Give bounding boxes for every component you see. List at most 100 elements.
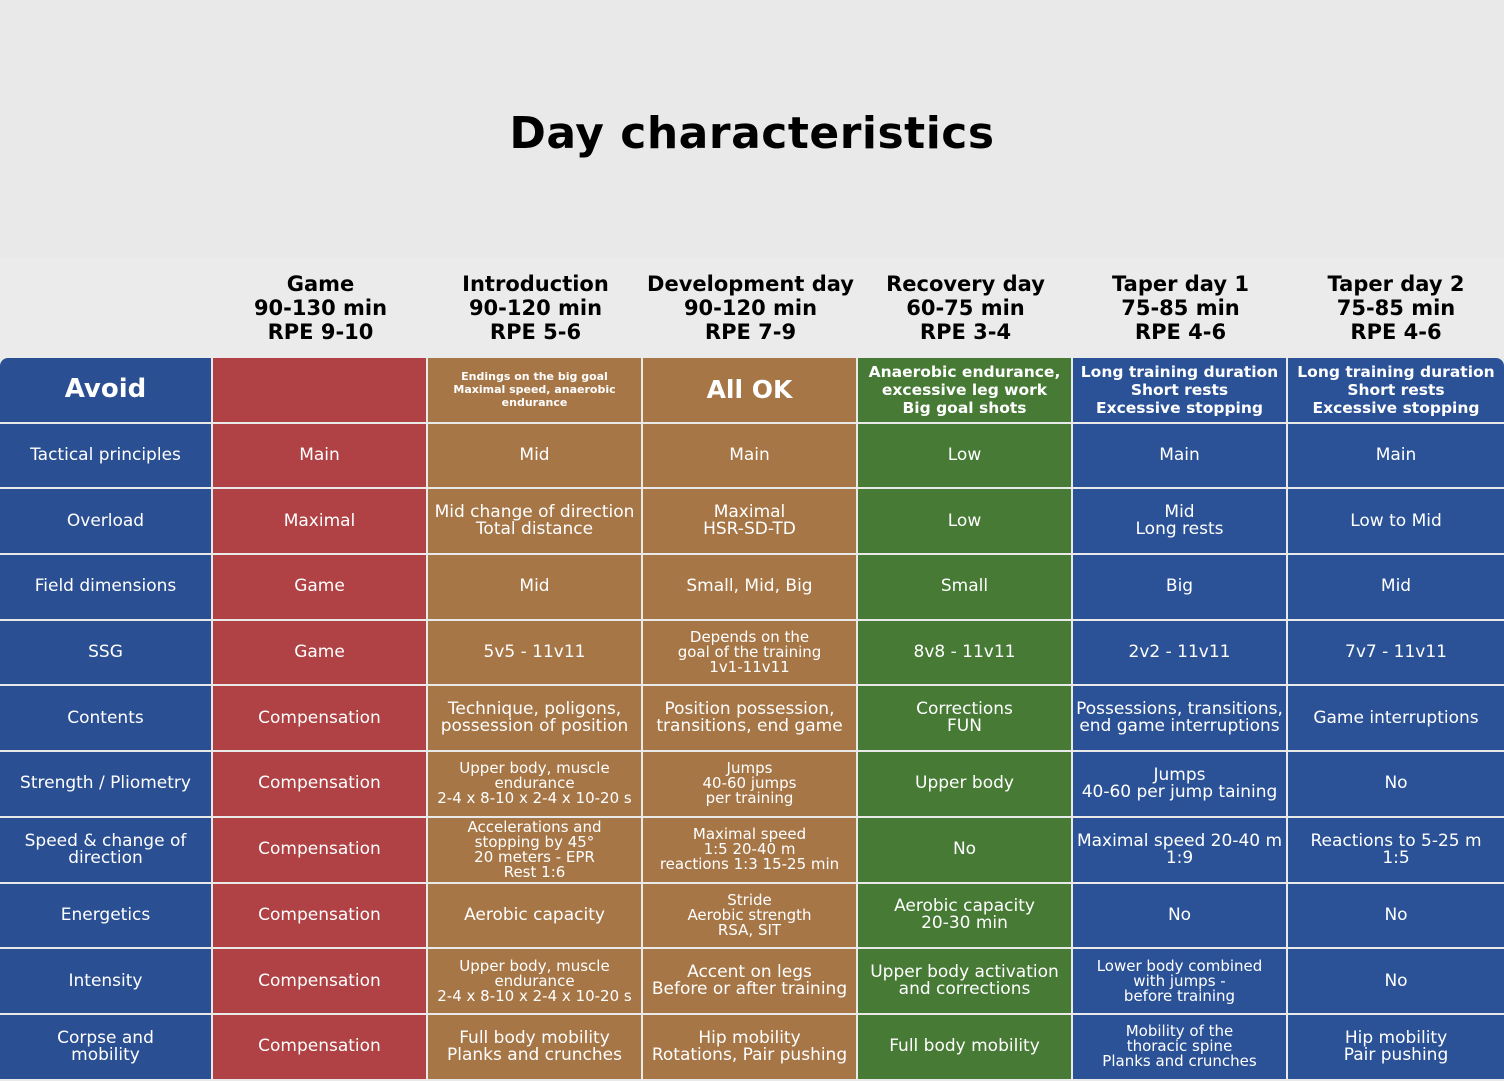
cell-text-line: Mid bbox=[519, 576, 550, 597]
cell-text-line: Aerobic capacity bbox=[894, 896, 1035, 917]
cell-text-line: possession of position bbox=[440, 716, 629, 737]
table-cell-rec: No bbox=[858, 817, 1073, 884]
cell-text-line: direction bbox=[68, 847, 143, 868]
cell-text-line: Planks and crunches bbox=[447, 1044, 622, 1065]
cell-text-line: Jumps bbox=[1153, 764, 1206, 785]
cell-text-line: Stride bbox=[727, 890, 772, 909]
cell-text-line: Energetics bbox=[60, 904, 151, 925]
table-cell-t1: Lower body combined with jumps - before tr… bbox=[1073, 949, 1288, 1015]
row-label-avoid: Avoid bbox=[0, 358, 213, 424]
cell-text-line: 2v2 - 11v11 bbox=[1128, 642, 1231, 663]
cell-text-line: Maximal bbox=[713, 502, 786, 523]
cell-text-line: Anaerobic endurance, bbox=[868, 362, 1061, 381]
table-cell-rec: Upper body bbox=[858, 752, 1073, 818]
cell-text-line: Overload bbox=[66, 510, 145, 531]
table-cell-t2: No bbox=[1288, 883, 1504, 950]
column-header-rpe: RPE 9-10 bbox=[267, 320, 374, 344]
cell-text-line: Rest 1:6 bbox=[503, 862, 566, 881]
cell-text-line: Corrections bbox=[916, 699, 1013, 720]
cell-text-line: 40-60 jumps bbox=[702, 774, 797, 793]
table-cell-game: Compensation bbox=[213, 1014, 428, 1081]
column-header: Recovery day 60-75 min RPE 3-4 bbox=[858, 272, 1073, 352]
row-label: Tactical principles bbox=[0, 423, 213, 490]
cell-text-line: Excessive stopping bbox=[1312, 398, 1480, 417]
table-cell-rec: 8v8 - 11v11 bbox=[858, 620, 1073, 687]
cell-text-line: Mid bbox=[1164, 502, 1195, 523]
cell-text-line: Strength / Pliometry bbox=[20, 773, 191, 794]
table-cell-intro: Accelerations and stopping by 45° 20 meter… bbox=[428, 817, 643, 884]
cell-text-line: 20 meters - EPR bbox=[474, 847, 595, 866]
table-cell-dev: Jumps 40-60 jumps per training bbox=[643, 752, 858, 818]
cell-text-line: Low to Mid bbox=[1350, 510, 1442, 531]
column-header-name: Recovery day bbox=[886, 272, 1045, 296]
cell-text-line: Accent on legs bbox=[687, 962, 812, 983]
column-header-duration: 75-85 min bbox=[1336, 296, 1456, 320]
row-label: Corpse and mobility bbox=[0, 1014, 213, 1081]
table-cell-game: Maximal bbox=[213, 489, 428, 556]
table-cell-t2: Low to Mid bbox=[1288, 489, 1504, 556]
column-header: Game 90-130 min RPE 9-10 bbox=[213, 272, 428, 352]
table-cell-t2: Main bbox=[1288, 423, 1504, 490]
cell-text-line: mobility bbox=[71, 1044, 140, 1065]
column-header-duration: 90-120 min bbox=[683, 296, 818, 320]
column-header-name: Game bbox=[286, 272, 355, 296]
cell-text-line: Low bbox=[947, 510, 982, 531]
cell-text-line: Jumps bbox=[726, 759, 773, 778]
cell-text-line: 2-4 x 8-10 x 2-4 x 10-20 s bbox=[437, 986, 632, 1005]
cell-text-line: Game bbox=[294, 642, 345, 663]
column-header-name: Development day bbox=[647, 272, 854, 296]
table-cell-t1: Mobility of the thoracic spine Planks and … bbox=[1073, 1014, 1288, 1081]
table-cell-dev: Small, Mid, Big bbox=[643, 555, 858, 621]
table-cell-rec: Full body mobility bbox=[858, 1014, 1073, 1081]
table-cell-game: Compensation bbox=[213, 949, 428, 1015]
table-cell-dev: Depends on the goal of the training 1v1-11… bbox=[643, 620, 858, 687]
table-cell-intro: Mid bbox=[428, 423, 643, 490]
table-cell-intro: Technique, poligons, possession of positi… bbox=[428, 686, 643, 753]
table-cell-dev: Main bbox=[643, 423, 858, 490]
cell-text-line: Aerobic strength bbox=[687, 905, 812, 924]
column-header-duration: 75-85 min bbox=[1121, 296, 1240, 320]
table-cell-dev: Maximal HSR-SD-TD bbox=[643, 489, 858, 556]
cell-text-line: Upper body, muscle bbox=[459, 956, 610, 975]
cell-text-line: No bbox=[1384, 970, 1408, 991]
cell-text-line: Compensation bbox=[258, 1036, 381, 1057]
cell-text-line: Excessive stopping bbox=[1096, 398, 1263, 417]
table-cell-intro: Upper body, muscle endurance 2-4 x 8-10 x … bbox=[428, 949, 643, 1015]
cell-text-line: Main bbox=[1375, 445, 1417, 466]
table-cell-t2: Game interruptions bbox=[1288, 686, 1504, 753]
cell-text-line: Compensation bbox=[258, 904, 381, 925]
cell-text-line: Depends on the bbox=[689, 628, 810, 647]
table-cell-t2: Reactions to 5-25 m 1:5 bbox=[1288, 817, 1504, 884]
cell-text-line: Big bbox=[1165, 576, 1194, 597]
cell-text-line: Mid bbox=[519, 445, 550, 466]
cell-text-line: Long training duration bbox=[1080, 362, 1279, 381]
row-label: Contents bbox=[0, 686, 213, 753]
table-cell-t1: Maximal speed 20-40 m 1:9 bbox=[1073, 817, 1288, 884]
table-cell-game: Compensation bbox=[213, 883, 428, 950]
column-header: Development day 90-120 min RPE 7-9 bbox=[643, 272, 858, 352]
cell-text-line: Upper body activation bbox=[870, 962, 1059, 983]
cell-text-line: Planks and crunches bbox=[1102, 1052, 1257, 1071]
table-cell-dev: Position possession, transitions, end gam… bbox=[643, 686, 858, 753]
table-cell-t1: Big bbox=[1073, 555, 1288, 621]
cell-text-line: Compensation bbox=[258, 839, 381, 860]
cell-text-line: per training bbox=[705, 789, 794, 808]
cell-text-line: Big goal shots bbox=[902, 398, 1027, 417]
cell-text-line: Hip mobility bbox=[1344, 1027, 1448, 1048]
cell-text-line: Game interruptions bbox=[1313, 707, 1479, 728]
cell-text-line: 1:9 bbox=[1165, 847, 1194, 868]
table-cell-intro: Mid bbox=[428, 555, 643, 621]
cell-text-line: Before or after training bbox=[651, 979, 848, 1000]
avoid-cell-intro: Endings on the big goal Maximal speed, an… bbox=[428, 358, 643, 424]
cell-text-line: end game interruptions bbox=[1079, 716, 1280, 737]
column-header-name: Taper day 1 bbox=[1112, 272, 1249, 296]
cell-text-line: SSG bbox=[88, 642, 123, 663]
column-header: Taper day 2 75-85 min RPE 4-6 bbox=[1288, 272, 1504, 352]
cell-text-line: Lower body combined bbox=[1096, 956, 1263, 975]
cell-text-line: Field dimensions bbox=[34, 576, 177, 597]
table-cell-t1: Main bbox=[1073, 423, 1288, 490]
column-header-name: Introduction bbox=[462, 272, 609, 296]
cell-text-line: 2-4 x 8-10 x 2-4 x 10-20 s bbox=[437, 789, 632, 808]
cell-text-line: Total distance bbox=[475, 519, 594, 540]
cell-text-line: Aerobic capacity bbox=[464, 904, 605, 925]
